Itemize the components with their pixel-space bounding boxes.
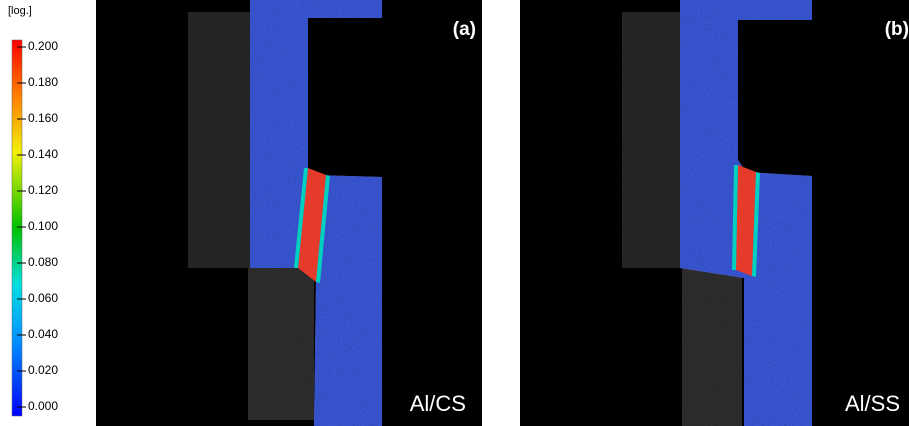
colorbar-tick-label: 0.080 <box>28 255 58 269</box>
colorbar-tick-label: 0.100 <box>28 219 58 233</box>
panel-label: (b) <box>885 19 909 40</box>
panel-b: (b) Al/SS <box>520 0 909 426</box>
colorbar-tick-label: 0.060 <box>28 291 58 305</box>
colorbar-tick-label: 0.120 <box>28 183 58 197</box>
figure: [log.] 0.200 0.180 0.160 0.140 0.120 0.100 0.0… <box>0 0 909 426</box>
colorbar-unit: [log.] <box>8 5 32 17</box>
colorbar-tick-label: 0.200 <box>28 39 58 53</box>
panel-caption: Al/CS <box>410 391 466 416</box>
colorbar-tick-label: 0.180 <box>28 75 58 89</box>
panel-caption: Al/SS <box>845 391 900 416</box>
colorbar-tick-label: 0.020 <box>28 363 58 377</box>
colorbar <box>12 40 22 416</box>
colorbar-tick-label: 0.000 <box>28 399 58 413</box>
colorbar-tick-label: 0.040 <box>28 327 58 341</box>
panel-a: (a) Al/CS <box>96 0 482 426</box>
panel-label: (a) <box>453 19 476 40</box>
colorbar-tick-label: 0.140 <box>28 147 58 161</box>
colorbar-tick-label: 0.160 <box>28 111 58 125</box>
